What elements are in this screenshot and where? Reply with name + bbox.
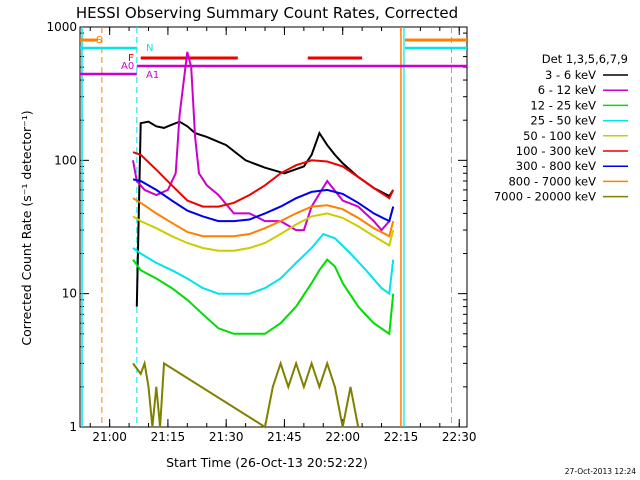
series-line-0 [135,120,395,307]
y-axis-label: Corrected Count Rate (s⁻¹ detector⁻¹) [19,110,34,345]
x-tick-label: 21:00 [92,430,127,444]
legend-label: 6 - 12 keV [538,83,596,97]
legend-label: 3 - 6 keV [545,68,596,82]
y-tick-label: 1000 [46,20,77,34]
series-line-2 [132,258,395,336]
x-tick-label: 22:15 [384,430,419,444]
x-tick-label: 21:15 [151,430,186,444]
series-line-5 [132,151,395,208]
series-line-3 [132,232,395,296]
series-line-6 [132,178,395,223]
legend-label: 100 - 300 keV [516,144,596,158]
y-tick-label: 10 [62,287,77,301]
series-line-7 [132,197,395,238]
series-line-8 [132,359,360,429]
flag-label-a0: A0 [121,61,134,72]
x-tick-label: 21:30 [209,430,244,444]
x-tick-label: 22:00 [325,430,360,444]
legend-label: 300 - 800 keV [516,159,596,173]
legend-title: Det 1,3,5,6,7,9 [542,52,628,66]
series-line-4 [132,212,395,252]
legend-label: 7000 - 20000 keV [494,190,596,204]
y-tick-label: 1 [69,420,77,434]
flag-label-a1: A1 [146,70,159,81]
chart-title: HESSI Observing Summary Count Rates, Cor… [76,4,458,22]
generated-timestamp: 27-Oct-2013 12:24 [565,467,636,476]
legend-label: 12 - 25 keV [530,98,596,112]
series-group [132,51,395,429]
series-line-1 [132,51,395,232]
flag-label-f: F [128,53,134,64]
legend-label: 25 - 50 keV [530,114,596,128]
legend-label: 800 - 7000 keV [508,174,596,188]
legend-label: 50 - 100 keV [523,129,596,143]
flag-label-s: S [96,35,102,46]
flag-label-n: N [146,43,153,54]
plot-frame [79,26,468,428]
plot-axes: 21:00 21:15 21:30 21:45 22:00 22:15 22:30 1 10 10… [46,20,476,444]
x-axis-label: Start Time (26-Oct-13 20:52:22) [166,455,368,470]
x-tick-label: 21:45 [267,430,302,444]
y-tick-label: 100 [54,153,77,167]
x-tick-label: 22:30 [442,430,477,444]
